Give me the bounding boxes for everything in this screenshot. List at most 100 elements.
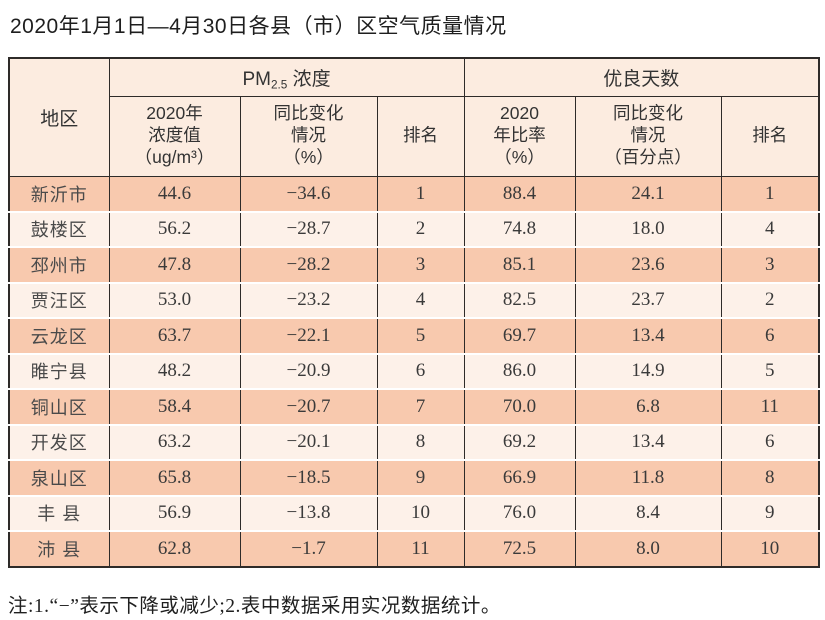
header-group-good-days: 优良天数 bbox=[463, 57, 820, 97]
value-cell: 65.8 bbox=[108, 459, 241, 496]
pm-label-suffix: 浓度 bbox=[287, 68, 331, 90]
region-cell: 泉山区 bbox=[8, 459, 110, 496]
value-cell: 8 bbox=[720, 459, 820, 496]
value-cell: 8.4 bbox=[574, 494, 722, 531]
value-cell: 56.2 bbox=[108, 210, 241, 247]
table-row: 开发区 63.2 −20.1 8 69.2 13.4 6 bbox=[8, 423, 820, 460]
value-cell: 13.4 bbox=[574, 423, 722, 460]
value-cell: 18.0 bbox=[574, 210, 722, 247]
value-cell: 6 bbox=[720, 423, 820, 460]
value-cell: 47.8 bbox=[108, 246, 241, 283]
value-cell: 88.4 bbox=[463, 176, 576, 212]
header-group-row: 地区 PM2.5 浓度 优良天数 bbox=[8, 57, 820, 177]
value-cell: −22.1 bbox=[239, 317, 378, 354]
value-cell: −28.7 bbox=[239, 210, 378, 247]
table-row: 云龙区 63.7 −22.1 5 69.7 13.4 6 bbox=[8, 317, 820, 354]
value-cell: 5 bbox=[376, 317, 465, 354]
pm-label-prefix: PM bbox=[242, 68, 271, 90]
header-gd-2020-rate: 2020 年比率 （%） bbox=[463, 95, 576, 177]
value-cell: 3 bbox=[376, 246, 465, 283]
region-cell: 丰 县 bbox=[8, 494, 110, 531]
header-region: 地区 bbox=[8, 57, 110, 177]
value-cell: 8.0 bbox=[574, 530, 722, 567]
table-row: 鼓楼区 56.2 −28.7 2 74.8 18.0 4 bbox=[8, 210, 820, 247]
header-pm-2020-value: 2020年 浓度值 （ug/m³） bbox=[108, 95, 241, 177]
value-cell: −20.7 bbox=[239, 388, 378, 425]
value-cell: 69.7 bbox=[463, 317, 576, 354]
value-cell: 6 bbox=[720, 317, 820, 354]
value-cell: 69.2 bbox=[463, 423, 576, 460]
value-cell: 24.1 bbox=[574, 176, 722, 212]
value-cell: 53.0 bbox=[108, 281, 241, 318]
value-cell: 82.5 bbox=[463, 281, 576, 318]
region-cell: 铜山区 bbox=[8, 388, 110, 425]
value-cell: 5 bbox=[720, 352, 820, 389]
value-cell: 2 bbox=[720, 281, 820, 318]
value-cell: −20.9 bbox=[239, 352, 378, 389]
value-cell: 11 bbox=[376, 530, 465, 567]
table-row: 新沂市 44.6 −34.6 1 88.4 24.1 1 bbox=[8, 176, 820, 212]
value-cell: 4 bbox=[720, 210, 820, 247]
region-cell: 邳州市 bbox=[8, 246, 110, 283]
footnote: 注:1.“−”表示下降或减少;2.表中数据采用实况数据统计。 bbox=[8, 596, 501, 617]
value-cell: 4 bbox=[376, 281, 465, 318]
value-cell: −1.7 bbox=[239, 530, 378, 567]
value-cell: −20.1 bbox=[239, 423, 378, 460]
value-cell: −23.2 bbox=[239, 281, 378, 318]
air-quality-table: 地区 PM2.5 浓度 优良天数 2020年 浓度值 （ug/m³） 同比变化 … bbox=[8, 57, 821, 568]
region-cell: 睢宁县 bbox=[8, 352, 110, 389]
value-cell: 3 bbox=[720, 246, 820, 283]
value-cell: −28.2 bbox=[239, 246, 378, 283]
region-cell: 开发区 bbox=[8, 423, 110, 460]
value-cell: 14.9 bbox=[574, 352, 722, 389]
header-gd-yoy-change: 同比变化 情况 （百分点） bbox=[574, 95, 722, 177]
region-cell: 云龙区 bbox=[8, 317, 110, 354]
value-cell: 11.8 bbox=[574, 459, 722, 496]
table-row: 泉山区 65.8 −18.5 9 66.9 11.8 8 bbox=[8, 459, 820, 496]
value-cell: 10 bbox=[376, 494, 465, 531]
page-title: 2020年1月1日—4月30日各县（市）区空气质量情况 bbox=[10, 15, 507, 38]
table-row: 贾汪区 53.0 −23.2 4 82.5 23.7 2 bbox=[8, 281, 820, 318]
value-cell: 1 bbox=[720, 176, 820, 212]
value-cell: 66.9 bbox=[463, 459, 576, 496]
value-cell: 23.7 bbox=[574, 281, 722, 318]
value-cell: 62.8 bbox=[108, 530, 241, 567]
value-cell: −13.8 bbox=[239, 494, 378, 531]
value-cell: 10 bbox=[720, 530, 820, 567]
value-cell: 6 bbox=[376, 352, 465, 389]
table-row: 丰 县 56.9 −13.8 10 76.0 8.4 9 bbox=[8, 494, 820, 531]
value-cell: −18.5 bbox=[239, 459, 378, 496]
header-pm-yoy-change: 同比变化 情况 （%） bbox=[239, 95, 378, 177]
table-row: 沛 县 62.8 −1.7 11 72.5 8.0 10 bbox=[8, 530, 820, 567]
table-body: 新沂市 44.6 −34.6 1 88.4 24.1 1 鼓楼区 56.2 −28.7 2 74.8 1… bbox=[8, 176, 820, 567]
value-cell: 85.1 bbox=[463, 246, 576, 283]
value-cell: 76.0 bbox=[463, 494, 576, 531]
header-sub-row: 2020年 浓度值 （ug/m³） 同比变化 情况 （%） 排名 2020 年比… bbox=[9, 95, 820, 177]
header-group-pm25: PM2.5 浓度 bbox=[108, 57, 465, 97]
value-cell: 74.8 bbox=[463, 210, 576, 247]
value-cell: 63.7 bbox=[108, 317, 241, 354]
table-row: 铜山区 58.4 −20.7 7 70.0 6.8 11 bbox=[8, 388, 820, 425]
value-cell: 48.2 bbox=[108, 352, 241, 389]
region-cell: 贾汪区 bbox=[8, 281, 110, 318]
pm-label-subscript: 2.5 bbox=[270, 77, 288, 91]
value-cell: 70.0 bbox=[463, 388, 576, 425]
header-gd-rank: 排名 bbox=[720, 95, 820, 177]
table-header: 地区 PM2.5 浓度 优良天数 2020年 浓度值 （ug/m³） 同比变化 … bbox=[8, 57, 820, 177]
value-cell: 44.6 bbox=[108, 176, 241, 212]
value-cell: 11 bbox=[720, 388, 820, 425]
value-cell: 86.0 bbox=[463, 352, 576, 389]
value-cell: 13.4 bbox=[574, 317, 722, 354]
value-cell: 9 bbox=[720, 494, 820, 531]
value-cell: 58.4 bbox=[108, 388, 241, 425]
value-cell: 72.5 bbox=[463, 530, 576, 567]
value-cell: 9 bbox=[376, 459, 465, 496]
value-cell: 2 bbox=[376, 210, 465, 247]
region-cell: 沛 县 bbox=[8, 530, 110, 567]
value-cell: 1 bbox=[376, 176, 465, 212]
header-pm-rank: 排名 bbox=[376, 95, 465, 177]
table-row: 邳州市 47.8 −28.2 3 85.1 23.6 3 bbox=[8, 246, 820, 283]
region-cell: 新沂市 bbox=[8, 176, 110, 212]
value-cell: 6.8 bbox=[574, 388, 722, 425]
